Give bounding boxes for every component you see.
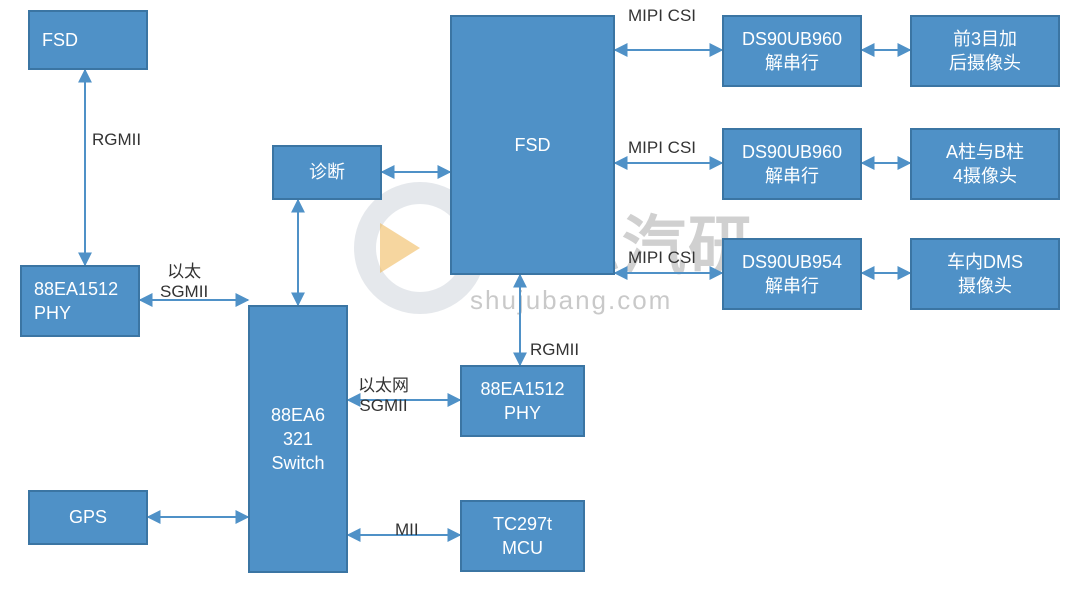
- edge-label-5: 以太网 SGMII: [358, 376, 409, 417]
- node-cam2-line1: 4摄像头: [953, 164, 1017, 188]
- node-gps-line0: GPS: [69, 505, 107, 529]
- node-gps: GPS: [28, 490, 148, 545]
- node-des1: DS90UB960解串行: [722, 15, 862, 87]
- node-fsd1: FSD: [28, 10, 148, 70]
- node-des1-line0: DS90UB960: [742, 27, 842, 51]
- node-cam2: A柱与B柱4摄像头: [910, 128, 1060, 200]
- node-phy1: 88EA1512PHY: [20, 265, 140, 337]
- edge-label-1: 以太 SGMII: [160, 262, 208, 303]
- node-switch-line2: Switch: [271, 451, 324, 475]
- node-fsd2-line0: FSD: [515, 133, 551, 157]
- edge-label-10: MIPI CSI: [628, 248, 696, 268]
- node-diag: 诊断: [272, 145, 382, 200]
- node-des3-line0: DS90UB954: [742, 250, 842, 274]
- node-phy1-line1: PHY: [34, 301, 71, 325]
- node-cam3-line1: 摄像头: [958, 274, 1012, 298]
- node-phy2: 88EA1512PHY: [460, 365, 585, 437]
- node-cam3-line0: 车内DMS: [947, 250, 1023, 274]
- node-cam3: 车内DMS摄像头: [910, 238, 1060, 310]
- edge-label-7: MII: [395, 520, 419, 540]
- node-cam1-line0: 前3目加: [953, 27, 1017, 51]
- edge-label-0: RGMII: [92, 130, 141, 150]
- node-des2-line1: 解串行: [765, 164, 819, 188]
- node-diag-line0: 诊断: [309, 160, 345, 184]
- node-mcu: TC297tMCU: [460, 500, 585, 572]
- node-cam1-line1: 后摄像头: [949, 51, 1021, 75]
- node-des1-line1: 解串行: [765, 51, 819, 75]
- edge-label-9: MIPI CSI: [628, 138, 696, 158]
- edge-label-6: RGMII: [530, 340, 579, 360]
- node-switch: 88EA6321Switch: [248, 305, 348, 573]
- node-fsd2: FSD: [450, 15, 615, 275]
- node-mcu-line0: TC297t: [493, 512, 552, 536]
- node-phy1-line0: 88EA1512: [34, 277, 118, 301]
- node-phy2-line1: PHY: [504, 401, 541, 425]
- edge-label-8: MIPI CSI: [628, 6, 696, 26]
- node-cam1: 前3目加后摄像头: [910, 15, 1060, 87]
- node-switch-line0: 88EA6: [271, 403, 325, 427]
- node-des3-line1: 解串行: [765, 274, 819, 298]
- node-cam2-line0: A柱与B柱: [946, 140, 1024, 164]
- watermark-sub: shujubang.com: [470, 285, 672, 316]
- node-des3: DS90UB954解串行: [722, 238, 862, 310]
- node-mcu-line1: MCU: [502, 536, 543, 560]
- node-switch-line1: 321: [283, 427, 313, 451]
- node-des2: DS90UB960解串行: [722, 128, 862, 200]
- node-fsd1-line0: FSD: [42, 28, 78, 52]
- node-des2-line0: DS90UB960: [742, 140, 842, 164]
- node-phy2-line0: 88EA1512: [480, 377, 564, 401]
